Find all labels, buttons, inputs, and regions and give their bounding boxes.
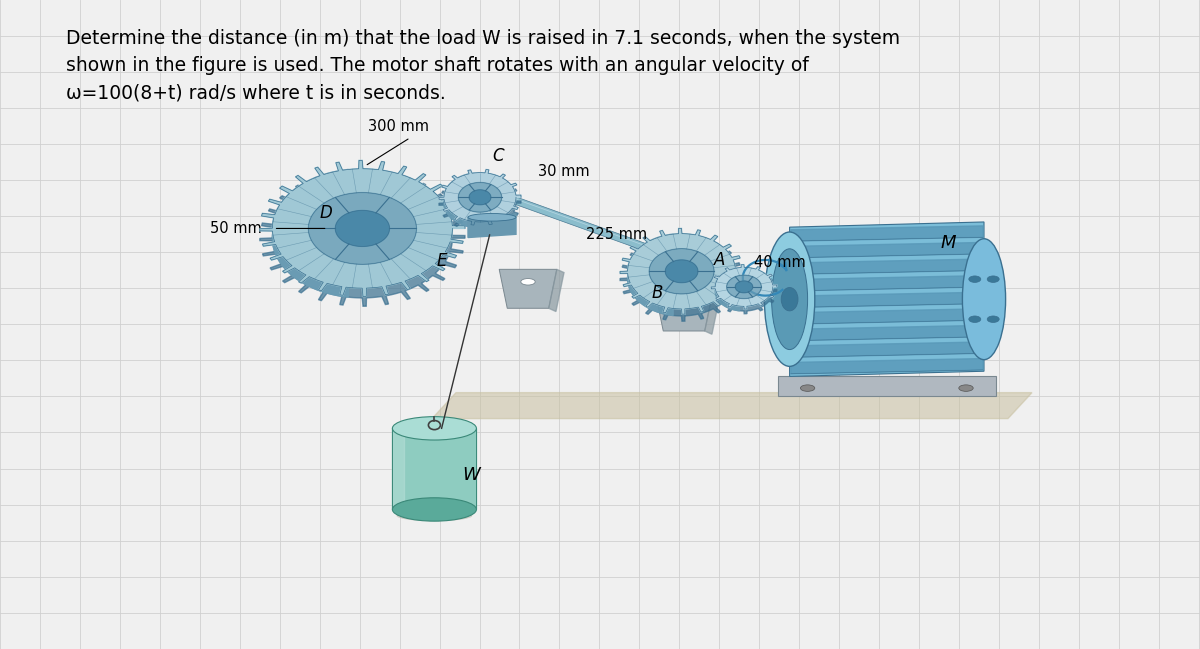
Polygon shape [649, 249, 714, 294]
Polygon shape [458, 182, 502, 212]
Circle shape [988, 316, 1000, 323]
Ellipse shape [392, 417, 476, 440]
Ellipse shape [392, 498, 476, 521]
Polygon shape [382, 186, 480, 214]
Polygon shape [439, 175, 521, 231]
Text: A: A [714, 251, 726, 269]
Polygon shape [791, 358, 983, 374]
Polygon shape [791, 325, 983, 341]
Ellipse shape [959, 385, 973, 391]
Text: E: E [437, 252, 446, 270]
Circle shape [968, 276, 980, 282]
Polygon shape [791, 292, 983, 308]
Circle shape [988, 276, 1000, 282]
Ellipse shape [781, 288, 798, 311]
Text: D: D [320, 204, 332, 222]
Text: W: W [463, 466, 480, 484]
Polygon shape [736, 281, 752, 293]
Ellipse shape [764, 232, 815, 366]
Polygon shape [712, 265, 776, 309]
Polygon shape [499, 191, 790, 303]
Polygon shape [790, 222, 984, 376]
Text: 40 mm: 40 mm [754, 255, 805, 271]
Text: 300 mm: 300 mm [368, 119, 428, 134]
Polygon shape [715, 267, 739, 311]
Bar [778, 376, 996, 396]
Ellipse shape [772, 249, 808, 350]
Polygon shape [712, 269, 776, 313]
Polygon shape [628, 234, 673, 315]
Ellipse shape [677, 301, 691, 308]
Ellipse shape [800, 385, 815, 391]
Polygon shape [666, 260, 697, 282]
Polygon shape [704, 292, 720, 334]
Polygon shape [432, 393, 1032, 419]
Polygon shape [260, 170, 466, 306]
Polygon shape [791, 276, 983, 291]
Text: 225 mm: 225 mm [586, 227, 647, 243]
Polygon shape [620, 228, 743, 314]
Text: 30 mm: 30 mm [538, 164, 589, 180]
Polygon shape [392, 428, 404, 509]
Polygon shape [392, 428, 476, 509]
Polygon shape [336, 210, 390, 247]
Polygon shape [260, 160, 466, 297]
Ellipse shape [396, 511, 473, 521]
Ellipse shape [468, 214, 516, 221]
Polygon shape [272, 169, 348, 297]
Polygon shape [469, 190, 491, 204]
Polygon shape [791, 259, 983, 275]
Polygon shape [468, 214, 516, 238]
Polygon shape [791, 243, 983, 258]
Text: C: C [492, 147, 504, 165]
Polygon shape [499, 269, 557, 308]
Ellipse shape [521, 278, 535, 285]
Polygon shape [444, 173, 474, 228]
Polygon shape [620, 236, 743, 321]
Polygon shape [308, 193, 416, 264]
Text: M: M [941, 234, 955, 252]
Polygon shape [548, 269, 564, 312]
Polygon shape [727, 275, 761, 299]
Text: B: B [652, 284, 664, 302]
Text: 50 mm: 50 mm [210, 221, 262, 236]
Polygon shape [439, 169, 521, 225]
Circle shape [968, 316, 980, 323]
Polygon shape [791, 309, 983, 324]
Text: Determine the distance (in m) that the load W is raised in 7.1 seconds, when the: Determine the distance (in m) that the l… [66, 29, 900, 103]
Polygon shape [791, 226, 983, 241]
Polygon shape [791, 342, 983, 357]
Ellipse shape [962, 239, 1006, 360]
Polygon shape [655, 292, 713, 331]
